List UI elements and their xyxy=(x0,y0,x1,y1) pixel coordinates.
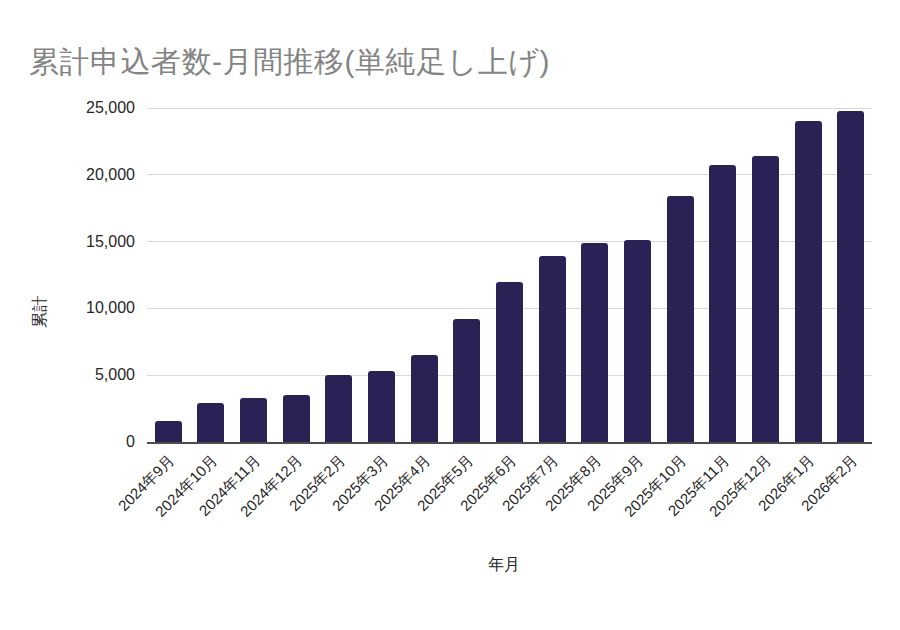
bar xyxy=(325,375,352,442)
bar xyxy=(453,319,480,442)
bar xyxy=(539,256,566,442)
bar xyxy=(624,240,651,442)
bar xyxy=(837,111,864,442)
bar xyxy=(667,196,694,442)
bar xyxy=(752,156,779,442)
y-axis-tick-label: 25,000 xyxy=(0,99,135,117)
plot-area xyxy=(147,108,872,442)
bar xyxy=(283,395,310,442)
y-axis-tick-label: 0 xyxy=(0,433,135,451)
bar xyxy=(581,243,608,442)
bar xyxy=(496,282,523,442)
bar xyxy=(709,165,736,442)
bar xyxy=(240,398,267,442)
bar xyxy=(155,421,182,442)
y-axis-tick-label: 15,000 xyxy=(0,233,135,251)
gridline xyxy=(147,108,872,109)
y-axis-tick-label: 20,000 xyxy=(0,166,135,184)
bar xyxy=(795,121,822,442)
chart-title: 累計申込者数-月間推移(単純足し上げ) xyxy=(29,42,550,83)
y-axis-tick-label: 5,000 xyxy=(0,366,135,384)
bar xyxy=(197,403,224,442)
bar xyxy=(411,355,438,442)
y-axis-tick-label: 10,000 xyxy=(0,299,135,317)
bar xyxy=(368,371,395,442)
x-axis-line xyxy=(147,442,872,444)
